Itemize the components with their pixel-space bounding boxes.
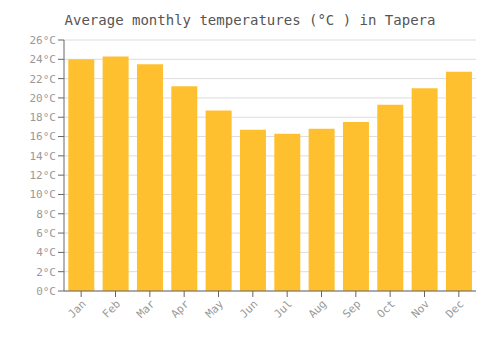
svg-text:4°C: 4°C xyxy=(36,246,56,259)
svg-text:Jan: Jan xyxy=(66,297,89,320)
svg-text:Apr: Apr xyxy=(169,297,193,321)
svg-text:Feb: Feb xyxy=(100,297,123,320)
svg-text:26°C: 26°C xyxy=(30,34,57,47)
svg-text:24°C: 24°C xyxy=(30,53,57,66)
svg-text:Aug: Aug xyxy=(306,297,329,320)
svg-text:16°C: 16°C xyxy=(30,130,57,143)
svg-text:Dec: Dec xyxy=(443,297,466,320)
svg-text:May: May xyxy=(203,297,227,321)
svg-text:Oct: Oct xyxy=(375,297,398,320)
svg-text:0°C: 0°C xyxy=(36,285,56,298)
svg-text:Nov: Nov xyxy=(409,297,433,321)
svg-text:22°C: 22°C xyxy=(30,73,57,86)
svg-text:20°C: 20°C xyxy=(30,92,57,105)
svg-text:10°C: 10°C xyxy=(30,188,57,201)
svg-text:12°C: 12°C xyxy=(30,169,57,182)
svg-text:Mar: Mar xyxy=(134,297,158,321)
html-text:Average monthly temperatures (: Average monthly temperatures (°C ) in Ta… xyxy=(64,12,436,28)
svg-text:Jul: Jul xyxy=(272,297,295,320)
svg-text:14°C: 14°C xyxy=(30,150,57,163)
svg-text:Sep: Sep xyxy=(340,297,363,320)
svg-text:18°C: 18°C xyxy=(30,111,57,124)
svg-text:Jun: Jun xyxy=(237,297,260,320)
svg-text:2°C: 2°C xyxy=(36,266,56,279)
svg-text:8°C: 8°C xyxy=(36,208,56,221)
svg-text:6°C: 6°C xyxy=(36,227,56,240)
